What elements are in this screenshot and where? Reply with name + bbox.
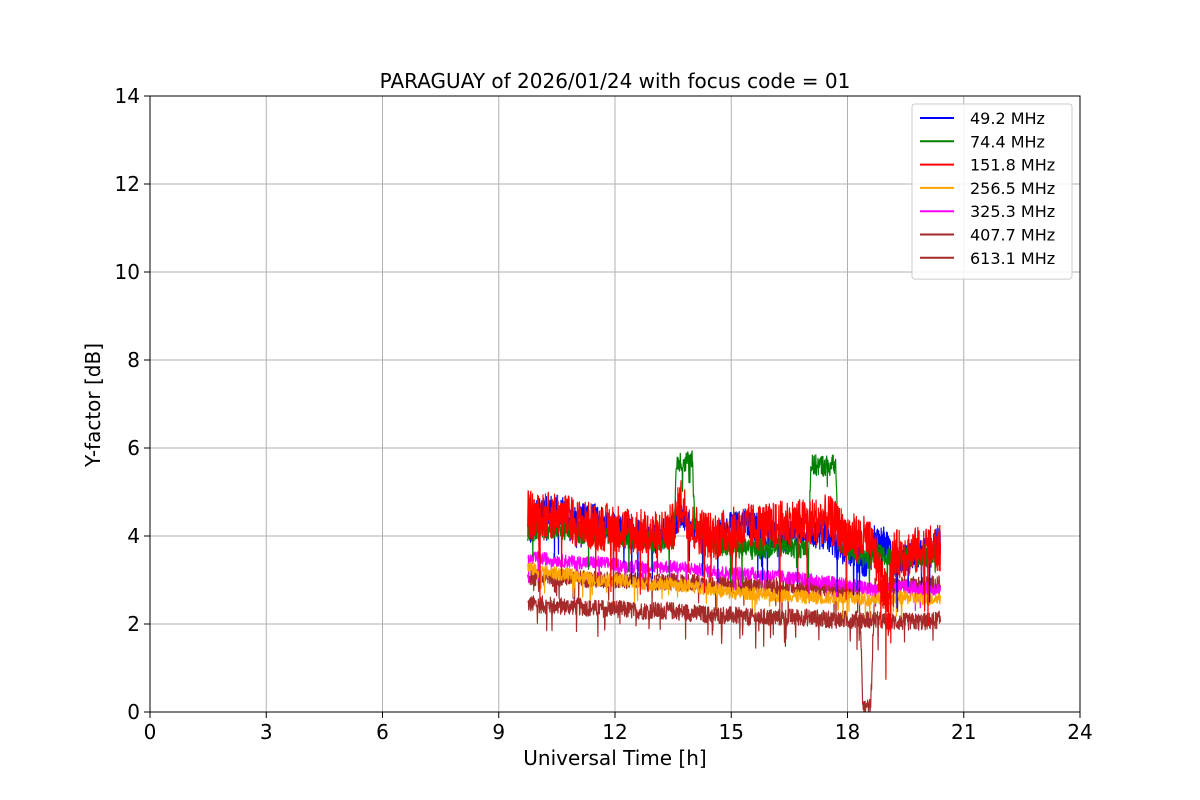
- y-axis-ticks: 0 2 4 6 8 10 12 14: [115, 84, 150, 724]
- y-tick-label: 0: [127, 700, 140, 724]
- y-tick-label: 14: [115, 84, 140, 108]
- legend-label: 613.1 MHz: [970, 249, 1055, 268]
- x-tick-label: 3: [260, 720, 273, 744]
- x-axis-ticks: 0 3 6 9 12 15 18 21 24: [144, 712, 1093, 744]
- y-tick-label: 2: [127, 612, 140, 636]
- x-tick-label: 9: [492, 720, 505, 744]
- y-tick-label: 12: [115, 172, 140, 196]
- x-axis-label: Universal Time [h]: [523, 746, 706, 770]
- y-tick-label: 8: [127, 348, 140, 372]
- legend-label: 151.8 MHz: [970, 156, 1055, 175]
- chart-title: PARAGUAY of 2026/01/24 with focus code =…: [380, 69, 851, 93]
- x-tick-label: 6: [376, 720, 389, 744]
- series-line-4: [527, 551, 941, 611]
- legend-label: 325.3 MHz: [970, 202, 1055, 221]
- legend-label: 74.4 MHz: [970, 132, 1045, 151]
- y-tick-label: 4: [127, 524, 140, 548]
- x-tick-label: 15: [719, 720, 744, 744]
- y-tick-label: 10: [115, 260, 140, 284]
- x-tick-label: 18: [835, 720, 860, 744]
- series-line-6: [527, 595, 941, 651]
- legend: 49.2 MHz 74.4 MHz 151.8 MHz 256.5 MHz 325.3…: [911, 103, 1073, 280]
- y-axis-label: Y-factor [dB]: [81, 343, 105, 468]
- series-layer: [527, 450, 941, 713]
- x-tick-label: 12: [602, 720, 627, 744]
- series-line-3: [527, 561, 941, 619]
- y-tick-label: 6: [127, 436, 140, 460]
- legend-label: 407.7 MHz: [970, 226, 1055, 245]
- series-line-2: [527, 480, 941, 680]
- x-tick-label: 24: [1067, 720, 1092, 744]
- legend-label: 256.5 MHz: [970, 179, 1055, 198]
- legend-label: 49.2 MHz: [970, 109, 1045, 128]
- x-tick-label: 21: [951, 720, 976, 744]
- x-tick-label: 0: [144, 720, 157, 744]
